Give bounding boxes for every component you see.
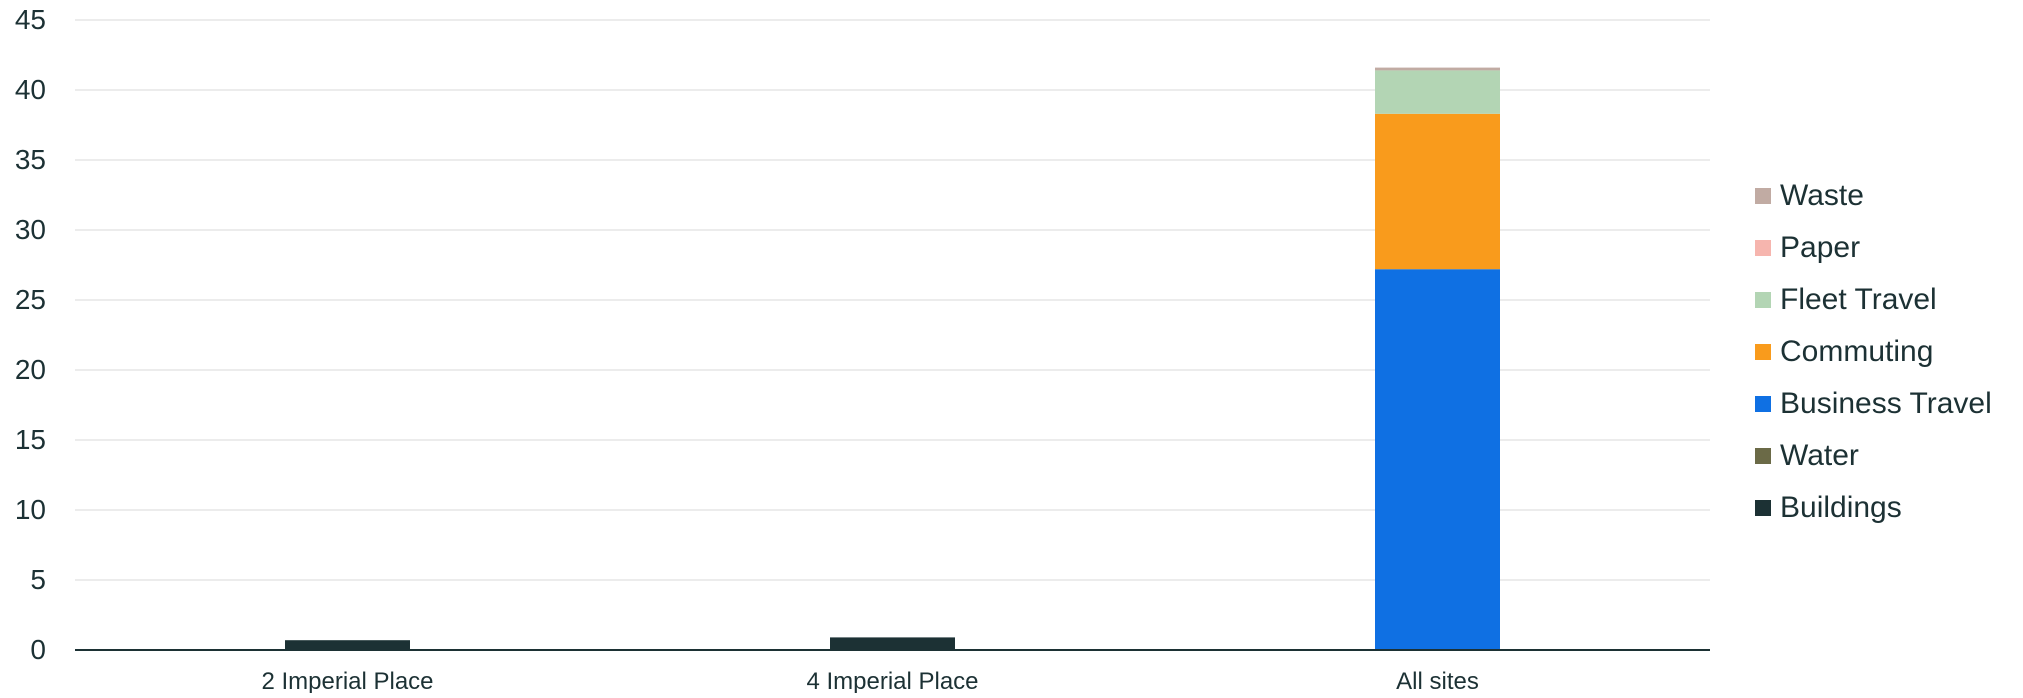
legend-swatch [1755,188,1771,204]
x-tick-label: All sites [1396,668,1479,693]
legend-swatch [1755,240,1771,256]
bar-segment [1375,67,1500,71]
legend-swatch [1755,448,1771,464]
bar-segment [1375,269,1500,650]
legend: Waste Paper Fleet Travel Commuting Business … [1755,179,1992,524]
legend-label: Waste [1780,179,1864,212]
bar-segment [285,640,410,650]
legend-label: Water [1780,439,1859,472]
bars [285,67,1500,650]
x-axis-ticks: 2 Imperial Place 4 Imperial Place All site… [261,668,1479,695]
x-tick-label: 2 Imperial Place [261,668,433,693]
bar-segment [830,637,955,650]
legend-swatch [1755,344,1771,360]
y-tick-label: 20 [15,354,46,385]
y-tick-label: 25 [15,284,46,315]
legend-label: Fleet Travel [1780,283,1937,316]
bar-segment [1375,113,1500,270]
legend-label: Business Travel [1780,387,1992,420]
y-tick-label: 40 [15,74,46,105]
legend-label: Paper [1780,231,1860,264]
legend-label: Commuting [1780,335,1933,368]
y-tick-label: 30 [15,214,46,245]
legend-label: Buildings [1780,491,1902,524]
legend-swatch [1755,292,1771,308]
y-axis-ticks: 0 5 10 15 20 25 30 35 40 45 [15,4,46,665]
y-tick-label: 15 [15,424,46,455]
y-tick-label: 0 [30,634,46,665]
y-tick-label: 5 [30,564,46,595]
y-tick-label: 35 [15,144,46,175]
y-tick-label: 45 [15,4,46,35]
x-tick-label: 4 Imperial Place [806,668,978,693]
legend-swatch [1755,500,1771,516]
y-tick-label: 10 [15,494,46,525]
legend-swatch [1755,396,1771,412]
gridlines [75,19,1710,581]
bar-segment [1375,70,1500,114]
